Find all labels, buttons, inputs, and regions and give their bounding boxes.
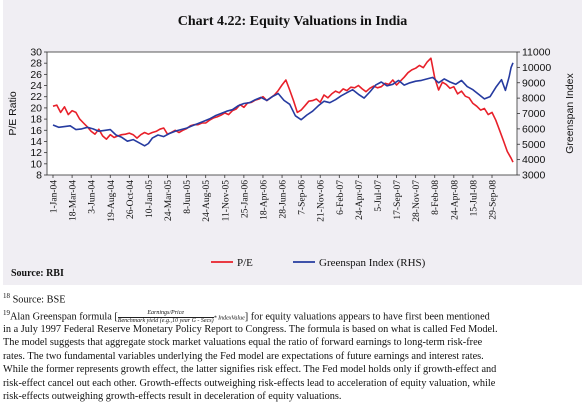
- y2-tick-label: 8000: [522, 93, 546, 105]
- footnote-2-line-4: While the former represents growth effec…: [3, 364, 497, 376]
- y-tick-label: 16: [30, 125, 42, 137]
- y-tick-label: 26: [30, 69, 42, 81]
- y2-axis-label: Greenspan Index: [564, 72, 576, 153]
- greenspan-formula: Earnings/Price Benchmark yield (e.g.,10 y…: [117, 310, 214, 325]
- x-tick-label: 8-Feb-08: [431, 180, 441, 215]
- footnote-2: 19Alan Greenspan formula [Earnings/Price…: [3, 307, 582, 403]
- x-tick-label: 28-Jun-06: [279, 180, 289, 219]
- y-tick-label: 10: [30, 158, 42, 170]
- footnote-2-line-2: The model suggests that aggregate stock …: [3, 337, 483, 349]
- formula-denominator: Benchmark yield (e.g.,10 year G - Secs): [117, 317, 214, 324]
- footnote-2-pre: Alan Greenspan formula [: [10, 311, 118, 323]
- footnote-2-first-line: 19Alan Greenspan formula [Earnings/Price…: [3, 307, 582, 325]
- x-tick-label: 24-Mar-05: [164, 180, 174, 221]
- chart-title: Chart 4.22: Equity Valuations in India: [177, 14, 408, 29]
- y-tick-label: 14: [30, 136, 42, 148]
- y-tick-label: 8: [36, 170, 42, 182]
- x-tick-label: 21-Nov-06: [317, 180, 327, 222]
- y-tick-label: 18: [30, 114, 42, 126]
- footnote-2-line-5: risk-effect cancel out each other. Growt…: [3, 377, 496, 389]
- y-axis-label: P/E Ratio: [7, 91, 19, 136]
- footnote-1-number: 18: [3, 292, 10, 300]
- y2-tick-label: 5000: [522, 139, 546, 151]
- x-tick-label: 15-Jul-08: [469, 180, 479, 217]
- footnote-1: 18 Source: BSE: [3, 290, 582, 307]
- chart-source: Source: RBI: [11, 268, 64, 279]
- formula-multiplier: * IndexValue: [213, 315, 245, 322]
- x-tick-label: 24-Aug-05: [202, 180, 212, 222]
- x-tick-label: 6-Feb-07: [336, 180, 346, 215]
- footnote-2-line-3: rates. The two fundamental variables und…: [3, 350, 484, 362]
- x-tick-label: 18-Mar-04: [69, 180, 79, 221]
- y-tick-label: 20: [30, 102, 42, 114]
- y2-tick-label: 4000: [522, 154, 546, 166]
- x-tick-label: 18-Apr-06: [259, 180, 269, 220]
- y2-tick-label: 11000: [522, 47, 551, 59]
- x-tick-label: 11-Nov-05: [221, 180, 231, 222]
- x-tick-label: 3-Jun-04: [88, 180, 98, 214]
- footnote-1-text: Source: BSE: [10, 294, 66, 306]
- x-tick-label: 17-Sep-07: [393, 180, 403, 220]
- y-tick-label: 30: [30, 47, 42, 59]
- x-tick-label: 24-Apr-08: [450, 180, 460, 220]
- y2-tick-label: 10000: [522, 62, 551, 74]
- series-line-greenspan: [52, 62, 514, 147]
- y2-tick-label: 7000: [522, 108, 546, 120]
- y-tick-label: 28: [30, 58, 42, 70]
- x-tick-label: 29-Sep-08: [489, 180, 499, 220]
- x-tick-label: 25-Jan-06: [240, 180, 250, 218]
- footnote-2-line-1: in a July 1997 Federal Reserve Monetary …: [3, 324, 498, 335]
- y-tick-label: 12: [30, 147, 42, 159]
- x-tick-label: 26-Oct-04: [126, 180, 136, 219]
- chart-panel: Chart 4.22: Equity Valuations in India 8…: [3, 0, 582, 285]
- x-tick-label: 5-Jul-07: [374, 180, 384, 212]
- x-tick-label: 19-Aug-04: [107, 180, 117, 222]
- x-tick-label: 8-Jun-05: [183, 180, 193, 214]
- footnote-2-line-6: risk-effects outweighing growth-effects …: [3, 391, 342, 403]
- x-tick-label: 10-Jan-05: [145, 180, 155, 218]
- x-tick-label: 28-Nov-07: [412, 180, 422, 222]
- x-tick-label: 1-Jan-04: [50, 180, 60, 213]
- footnote-2-post: ] for equity valuations appears to have …: [244, 311, 490, 323]
- series-line-pe: [52, 57, 514, 163]
- footnote-2-number: 19: [3, 309, 10, 317]
- y-tick-label: 22: [30, 91, 42, 103]
- x-tick-label: 24-Apr-07: [355, 180, 365, 220]
- y-tick-label: 24: [30, 80, 42, 92]
- legend-label: P/E: [237, 257, 253, 269]
- legend-label: Greenspan Index (RHS): [319, 257, 426, 269]
- y2-tick-label: 6000: [522, 123, 546, 135]
- y2-tick-label: 3000: [522, 170, 546, 182]
- formula-numerator: Earnings/Price: [117, 310, 214, 318]
- plot-area: [46, 51, 518, 176]
- y2-tick-label: 9000: [522, 77, 546, 89]
- x-tick-label: 7-Sep-06: [298, 180, 308, 215]
